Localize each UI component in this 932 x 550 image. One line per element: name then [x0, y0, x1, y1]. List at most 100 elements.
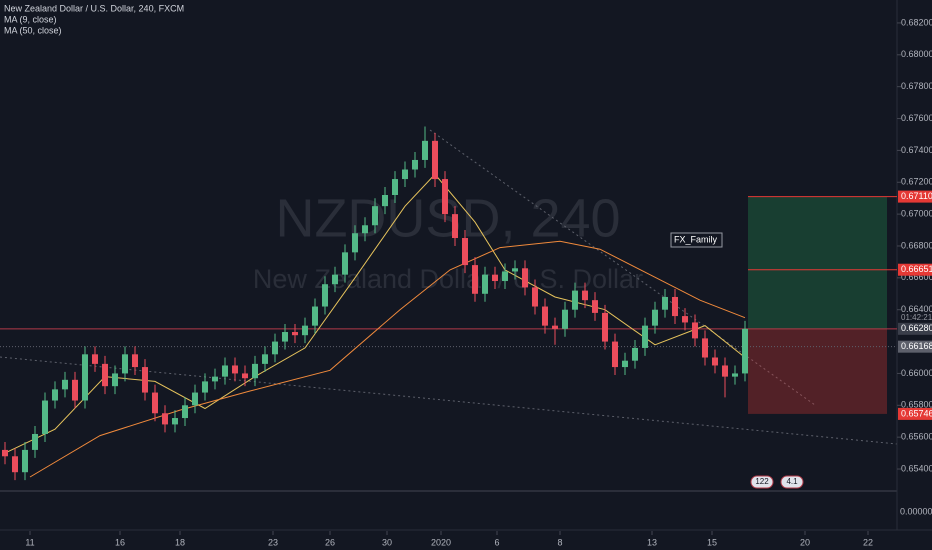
stop-zone [748, 328, 887, 414]
candle-body [292, 332, 298, 336]
candle-body [142, 367, 148, 393]
candle-body [222, 365, 228, 377]
candle-body [1, 449, 8, 457]
countdown: 01:42:21 [901, 313, 932, 322]
candle-body [282, 332, 288, 342]
candle-body [402, 169, 408, 180]
price-label: 0.66280 [901, 323, 932, 333]
candle-body [122, 354, 128, 374]
candle-body [162, 413, 168, 425]
legend-entry: MA (50, close) [4, 25, 62, 35]
candle-body [152, 392, 158, 414]
price-label: 0.66651 [901, 264, 932, 274]
badge-bg [750, 475, 774, 489]
y-tick-label: 0.66600 [901, 272, 932, 282]
candle-body [662, 296, 668, 310]
badge: 4.1 [786, 477, 798, 486]
moving-average [4, 173, 746, 454]
candle-body [722, 365, 728, 377]
candle-body [422, 140, 428, 160]
x-tick-label: 2020 [431, 537, 451, 547]
candle-body [732, 373, 738, 377]
candle-body [262, 354, 268, 364]
candle-body [32, 433, 38, 450]
price-label-bg [898, 322, 932, 335]
candle-body [622, 360, 628, 368]
x-tick-label: 15 [707, 537, 717, 547]
candle-body [482, 274, 488, 294]
candle-body [232, 365, 238, 374]
candle-body [302, 325, 308, 336]
candle-body [312, 306, 318, 326]
y-tick-label: 0.66400 [901, 304, 932, 314]
candle-body [382, 195, 388, 207]
x-tick-label: 13 [647, 537, 657, 547]
legend-entry: MA (9, close) [4, 14, 57, 24]
candle-body [462, 238, 468, 266]
candle-body [612, 341, 618, 368]
candle-body [52, 389, 58, 401]
candle-body [542, 306, 548, 326]
y-tick-label: 0.65600 [901, 432, 932, 442]
candle-body [592, 300, 598, 313]
y-tick-label: 0.67800 [901, 81, 932, 91]
badge: 122 [755, 477, 769, 486]
candle-body [212, 376, 218, 382]
candle-body [192, 392, 198, 406]
x-tick-label: 26 [325, 537, 335, 547]
price-label-bg [898, 340, 932, 353]
price-label-bg [898, 263, 932, 276]
price-label-bg [898, 190, 932, 203]
y-tick-label: 0.68000 [901, 49, 932, 59]
candle-body [342, 252, 348, 275]
candle-body [512, 268, 518, 272]
candle-body [42, 400, 48, 434]
x-tick-label: 22 [863, 537, 873, 547]
candle-body [602, 312, 608, 342]
price-label: 0.67110 [901, 191, 932, 201]
y-tick-label: 0.66800 [901, 240, 932, 250]
y-tick-label: 0.67200 [901, 177, 932, 187]
candle-body [492, 274, 498, 282]
x-tick-label: 8 [557, 537, 562, 547]
candle-body [72, 379, 78, 401]
x-tick-label: 18 [175, 537, 185, 547]
x-tick-label: 11 [25, 537, 34, 547]
candle-body [242, 373, 248, 379]
target-zone [748, 196, 887, 329]
candle-body [702, 338, 708, 358]
x-tick-label: 23 [268, 537, 278, 547]
y-tick-label: 0.67600 [901, 113, 932, 123]
candle-body [112, 373, 118, 387]
x-tick-label: 6 [494, 537, 499, 547]
candle-body [532, 287, 538, 307]
candle-body [652, 309, 658, 326]
x-tick-label: 20 [800, 537, 810, 547]
candle-body [202, 381, 208, 393]
candle-body [672, 296, 678, 317]
candle-body [572, 290, 578, 310]
price-label: 0.65746 [901, 408, 932, 418]
candle-body [582, 290, 588, 301]
aux-scale-label: 0.00000 [900, 506, 932, 516]
candle-body [522, 268, 528, 288]
x-tick-label: 30 [382, 537, 392, 547]
candle-body [472, 265, 478, 294]
y-tick-label: 0.65400 [901, 463, 932, 473]
y-tick-label: 0.67000 [901, 208, 932, 218]
trend-line [429, 129, 816, 406]
y-tick-label: 0.66000 [901, 368, 932, 378]
candle-body [632, 347, 638, 361]
y-tick-label: 0.67400 [901, 145, 932, 155]
candle-body [252, 363, 258, 379]
annotation: FX_Family [674, 234, 718, 244]
candle-body [22, 449, 28, 473]
candle-body [12, 456, 18, 473]
y-tick-label: 0.68200 [901, 17, 932, 27]
candle-body [352, 233, 358, 253]
candle-body [712, 357, 718, 366]
annotation-box [670, 232, 723, 248]
candle-body [552, 325, 558, 329]
candle-body [682, 316, 688, 323]
